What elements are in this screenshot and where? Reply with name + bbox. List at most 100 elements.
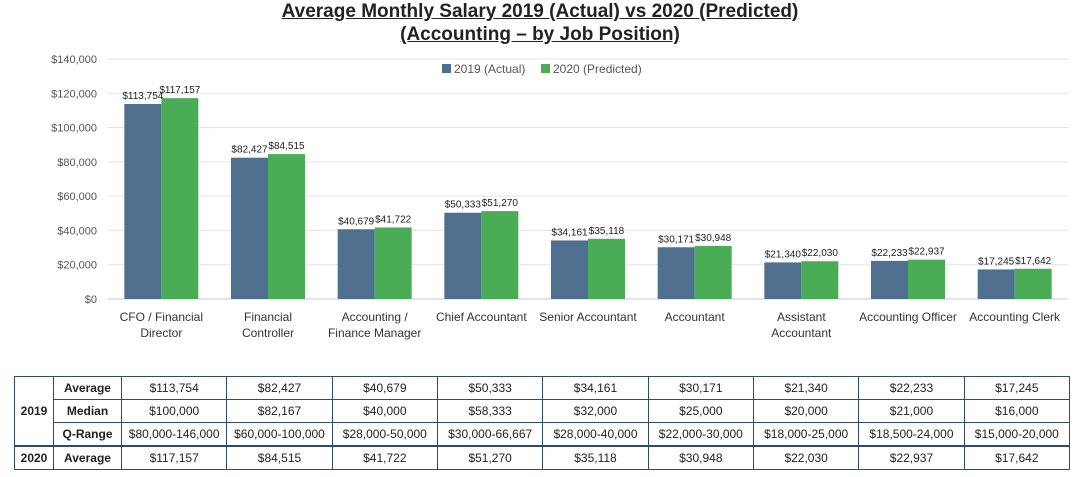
data-label: $117,157 (159, 85, 200, 96)
table-cell: $25,000 (647, 399, 754, 423)
metric-cell: Q-Range (53, 422, 122, 447)
table-row: 2020 Average $117,157 $84,515 $41,722 $51,270… (14, 445, 1071, 470)
bar-2020 (374, 227, 412, 299)
table-cell: $40,679 (331, 376, 438, 400)
chart-title-line-1: Average Monthly Salary 2019 (Actual) vs … (281, 1, 799, 22)
year-cell: 2020 (14, 445, 54, 470)
table-cell: $82,427 (226, 376, 333, 400)
table-cell: $28,000-50,000 (331, 422, 438, 447)
table-cell: $32,000 (542, 399, 649, 423)
bar-2019 (551, 240, 588, 299)
year-cell: 2019 (14, 376, 54, 447)
table-cell: $60,000-100,000 (226, 422, 333, 447)
chart-title-line-2: (Accounting – by Job Position) (400, 24, 680, 45)
legend: 2019 (Actual) 2020 (Predicted) (442, 62, 642, 76)
table-cell: $21,340 (752, 376, 860, 400)
data-label: $22,937 (908, 247, 945, 258)
table-cell: $18,000-25,000 (752, 422, 860, 447)
x-tick-label: Controller (242, 326, 294, 340)
bar-2019 (337, 229, 375, 299)
table-cell: $22,233 (858, 376, 965, 400)
bar-2019 (657, 247, 695, 299)
data-label: $84,515 (268, 141, 305, 152)
bar-2020 (268, 154, 305, 299)
x-tick-label: Accountant (771, 326, 832, 340)
table-cell: $82,167 (226, 399, 333, 423)
table-cell: $16,000 (963, 399, 1071, 423)
bars (124, 98, 1052, 300)
table-cell: $58,333 (436, 399, 544, 423)
table-cell: $22,000-30,000 (647, 422, 754, 447)
x-tick-label: Senior Accountant (539, 310, 637, 324)
table-cell: $100,000 (120, 399, 228, 423)
table-cell: $35,118 (542, 445, 649, 470)
y-tick-label: $40,000 (57, 225, 97, 237)
x-tick-label: Finance Manager (328, 326, 421, 340)
data-label: $30,171 (658, 234, 695, 245)
data-label: $34,161 (551, 227, 588, 238)
table-cell: $22,937 (858, 445, 965, 470)
y-tick-label: $100,000 (51, 123, 97, 135)
x-axis: CFO / Financial Director Financial Controll… (120, 310, 1061, 340)
data-label: $21,340 (765, 249, 802, 260)
table-cell: $22,030 (752, 445, 860, 470)
table-cell: $80,000-146,000 (120, 422, 228, 447)
data-label: $51,270 (482, 198, 519, 209)
table-cell: $20,000 (752, 399, 860, 423)
table-cell: $84,515 (226, 445, 333, 470)
table-cell: $30,000-66,667 (436, 422, 544, 447)
table-cell: $17,245 (963, 376, 1071, 400)
x-tick-label: Assistant (777, 310, 826, 324)
bar-2020 (801, 261, 839, 299)
table-cell: $21,000 (858, 399, 965, 423)
table-cell: $15,000-20,000 (963, 422, 1071, 447)
x-tick-label: Accounting Clerk (969, 310, 1061, 324)
y-tick-label: $0 (85, 294, 97, 306)
legend-2019-label: 2019 (Actual) (454, 62, 525, 76)
x-tick-label: Director (140, 326, 182, 340)
metric-cell: Median (53, 399, 122, 423)
data-label: $50,333 (445, 200, 482, 211)
data-label: $113,754 (122, 91, 163, 102)
table-cell: $18,500-24,000 (858, 422, 965, 447)
table-row: 2019 Average $113,754 $82,427 $40,679 $50,333… (14, 376, 1071, 447)
legend-2020-swatch (541, 64, 550, 73)
bar-2020 (161, 98, 199, 300)
x-tick-label: Accountant (665, 310, 726, 324)
y-tick-label: $20,000 (57, 260, 97, 272)
metric-cell: Average (53, 445, 122, 470)
bar-chart: $0 $20,000 $40,000 $60,000 $80,000 $100,000 $1… (51, 54, 1068, 340)
data-label: $35,118 (589, 226, 625, 237)
y-tick-label: $140,000 (51, 54, 97, 66)
data-label: $22,030 (802, 248, 839, 259)
legend-2020-label: 2020 (Predicted) (553, 62, 642, 76)
bar-2020 (481, 211, 519, 299)
bar-2019 (871, 260, 908, 299)
table-cell: $51,270 (436, 445, 544, 470)
table-cell: $17,642 (963, 445, 1071, 470)
data-label: $82,427 (231, 145, 268, 156)
data-label: $41,722 (375, 214, 412, 225)
table-cell: $30,948 (647, 445, 754, 470)
y-axis: $0 $20,000 $40,000 $60,000 $80,000 $100,000 $1… (51, 54, 97, 306)
y-tick-label: $80,000 (57, 157, 97, 169)
x-tick-label: Financial (244, 310, 292, 324)
table-row: Q-Range $80,000-146,000 $60,000-100,000 $28… (15, 422, 1071, 447)
legend-2019-swatch (442, 64, 451, 73)
data-label: $30,948 (695, 233, 732, 244)
data-label: $40,679 (338, 216, 375, 227)
bar-2020 (908, 259, 945, 299)
table-cell: $50,333 (436, 376, 544, 400)
table-cell: $34,161 (542, 376, 649, 400)
table-row: Median $100,000 $82,167 $40,000 $58,333 $32,0… (15, 399, 1071, 423)
data-label: $17,245 (978, 256, 1015, 267)
x-tick-label: Chief Accountant (436, 310, 527, 324)
data-label: $22,233 (871, 248, 908, 259)
bar-2019 (444, 212, 482, 299)
bar-2019 (124, 103, 162, 300)
table-cell: $28,000-40,000 (542, 422, 649, 447)
bar-2019 (231, 157, 268, 299)
data-label: $17,642 (1015, 256, 1052, 267)
table-cell: $117,157 (120, 445, 228, 470)
y-tick-label: $120,000 (51, 88, 97, 100)
